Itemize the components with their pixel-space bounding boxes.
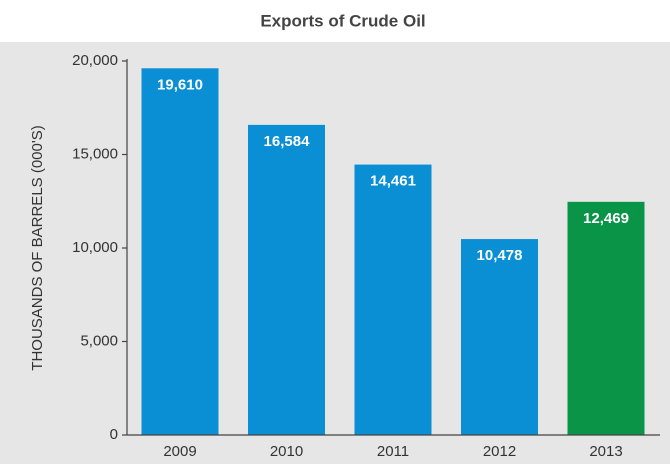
x-tick-label: 2009: [163, 443, 196, 460]
value-label: 16,584: [264, 133, 311, 150]
bar: [461, 239, 538, 435]
value-label: 19,610: [157, 76, 203, 93]
x-tick-label: 2010: [270, 443, 303, 460]
bar: [141, 68, 219, 435]
value-label: 12,469: [583, 210, 629, 227]
bar: [567, 201, 645, 435]
plot-background: [0, 42, 670, 464]
y-tick-label: 10,000: [72, 239, 118, 256]
x-tick-label: 2011: [377, 443, 409, 460]
y-axis-label: THOUSANDS OF BARRELS (000'S): [29, 125, 46, 370]
x-tick-label: 2013: [589, 443, 622, 460]
y-tick-label: 5,000: [80, 332, 118, 349]
bar: [248, 124, 325, 435]
value-label: 14,461: [370, 173, 416, 190]
value-label: 10,478: [477, 247, 523, 264]
y-tick-label: 20,000: [72, 52, 118, 69]
y-tick-label: 0: [110, 426, 118, 443]
chart-title: Exports of Crude Oil: [260, 11, 425, 30]
x-tick-label: 2012: [483, 443, 516, 460]
y-tick-label: 15,000: [72, 145, 118, 162]
bar: [354, 164, 432, 436]
